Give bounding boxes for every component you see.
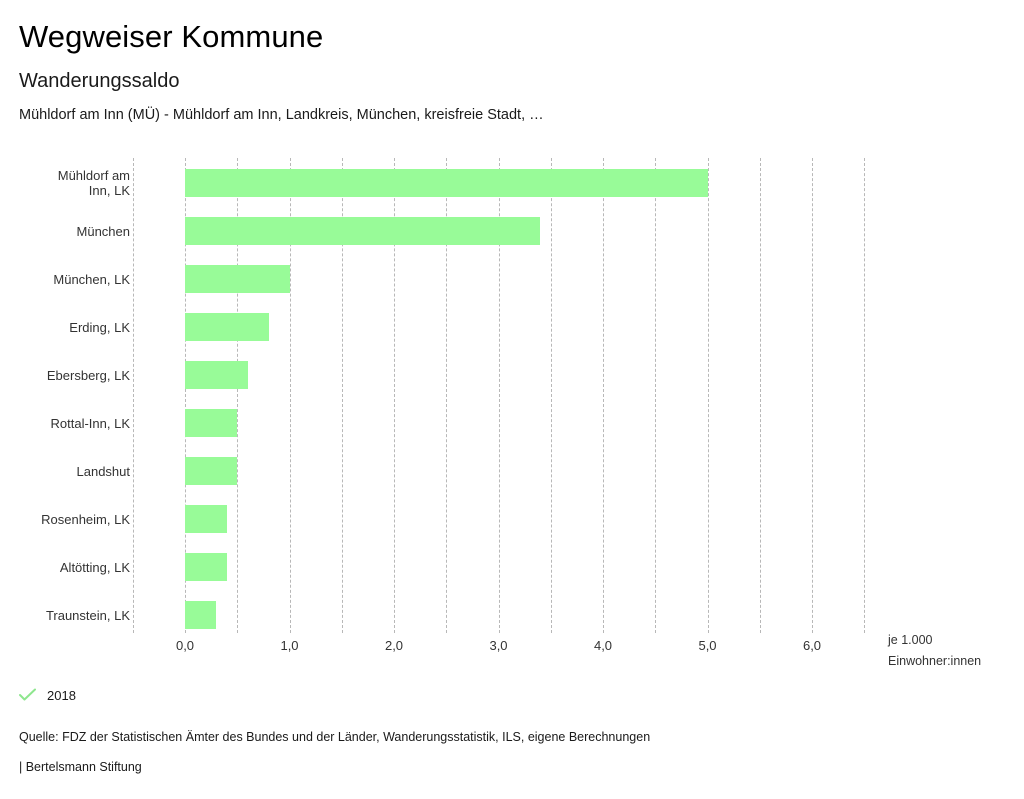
category-label-line: Ebersberg, LK	[46, 367, 130, 383]
x-axis-tick-label: 3,0	[489, 638, 508, 653]
category-label-line: Landshut	[76, 463, 131, 479]
check-icon	[19, 688, 36, 701]
gridline	[812, 158, 813, 633]
chart-plot-region: Mühldorf am Inn, LK München München, LK Erdi…	[0, 155, 1024, 668]
chart-footer: 2018 Quelle: FDZ der Statistischen Ämter…	[19, 684, 1009, 775]
chart-subtitle: Wanderungssaldo	[19, 70, 180, 92]
y-axis-label: Traunstein, LK	[0, 608, 130, 623]
gridline	[289, 158, 291, 633]
x-axis-tick-label: 0,0	[175, 638, 195, 653]
gridline	[237, 158, 239, 633]
brand-note: | Bertelsmann Stiftung	[19, 760, 142, 774]
bar[interactable]	[185, 265, 290, 293]
x-axis-unit-line2: Einwohner:innen	[888, 654, 982, 668]
y-axis-label: Rottal-Inn, LK	[0, 415, 131, 431]
y-axis-label: Rosenheim, LK	[0, 512, 130, 527]
bar[interactable]	[185, 601, 217, 629]
source-note: Quelle: FDZ der Statistischen Ämter des …	[19, 730, 651, 744]
bar[interactable]	[185, 313, 269, 341]
bar[interactable]	[185, 361, 248, 389]
x-axis-tick-label: 5,0	[698, 638, 717, 653]
page-title: Wegweiser Kommune	[19, 19, 324, 54]
gridline	[864, 158, 866, 633]
category-label-line: München	[76, 223, 130, 239]
y-axis-label: Altötting, LK	[0, 560, 130, 575]
gridline	[498, 158, 500, 633]
legend-item-2018[interactable]: 2018	[19, 684, 1009, 706]
gridline	[341, 158, 343, 633]
gridline	[759, 158, 761, 633]
y-axis-label: München, LK	[0, 272, 130, 287]
x-axis-unit-line1: je 1.000	[888, 633, 933, 647]
category-label-line: Rottal-Inn, LK	[50, 415, 131, 431]
x-axis-tick-label: 2,0	[384, 638, 404, 653]
y-axis-label: Landshut	[0, 463, 131, 479]
gridline	[394, 158, 395, 633]
x-axis-tick-label: 6,0	[802, 638, 822, 653]
gridline	[655, 158, 657, 633]
category-label-line: Rosenheim, LK	[41, 511, 130, 527]
gridline	[603, 158, 604, 633]
y-axis-label: München	[0, 224, 130, 239]
category-label-line: Erding, LK	[69, 319, 130, 335]
bar[interactable]	[185, 553, 227, 581]
category-label-line: Traunstein, LK	[45, 607, 130, 623]
chart-header: Wegweiser Kommune Wanderungssaldo Mühldo…	[19, 0, 1009, 124]
bar[interactable]	[185, 217, 541, 245]
y-axis-label: Erding, LK	[0, 320, 130, 335]
gridline	[707, 158, 709, 633]
gridline	[446, 158, 448, 633]
bar[interactable]	[185, 169, 708, 197]
x-axis-unit-label: je 1.000 Einwohner:innen	[888, 630, 981, 672]
chart-scope-line: Mühldorf am Inn (MÜ) - Mühldorf am Inn, …	[19, 107, 544, 123]
x-axis-tick-label: 1,0	[280, 638, 299, 653]
x-axis-tick-label: 4,0	[593, 638, 613, 653]
category-label-line: Mühldorf am	[57, 168, 130, 183]
category-label-line: München, LK	[53, 271, 130, 287]
legend-label: 2018	[47, 687, 76, 703]
gridline	[185, 158, 186, 633]
axis-separator-line	[133, 158, 134, 633]
bar[interactable]	[185, 505, 227, 533]
bar[interactable]	[185, 409, 238, 437]
y-axis-label: Mühldorf am Inn, LK	[0, 168, 130, 198]
bar-plot-area	[133, 158, 866, 633]
category-label-line: Inn, LK	[88, 183, 130, 198]
bar[interactable]	[185, 457, 238, 485]
gridline	[550, 158, 552, 633]
y-axis-category-labels: Mühldorf am Inn, LK München München, LK Erdi…	[0, 155, 130, 635]
y-axis-label: Ebersberg, LK	[0, 368, 130, 383]
category-label-line: Altötting, LK	[59, 559, 130, 575]
